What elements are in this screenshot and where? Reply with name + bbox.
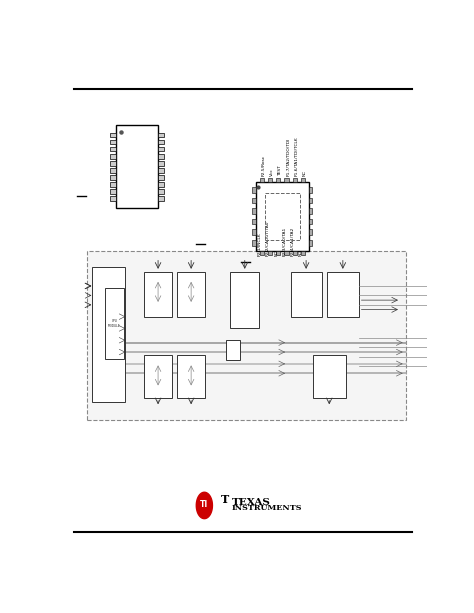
Bar: [276, 251, 281, 255]
Bar: [87, 251, 406, 421]
Text: T: T: [220, 494, 228, 505]
Bar: [158, 168, 164, 173]
Bar: [256, 182, 309, 251]
Text: CPU
MODULE: CPU MODULE: [108, 319, 121, 328]
Bar: [313, 356, 346, 398]
Bar: [158, 140, 164, 144]
Text: INSTRUMENTS: INSTRUMENTS: [232, 504, 302, 512]
Text: P2.4/CA1/TA2: P2.4/CA1/TA2: [291, 227, 295, 256]
Bar: [158, 182, 164, 187]
Bar: [110, 161, 116, 166]
Bar: [110, 168, 116, 173]
Polygon shape: [196, 492, 212, 519]
Bar: [292, 178, 297, 182]
Bar: [110, 182, 116, 187]
Bar: [253, 229, 256, 235]
Bar: [158, 189, 164, 194]
Bar: [144, 272, 173, 317]
Bar: [158, 196, 164, 201]
Bar: [158, 147, 164, 151]
Bar: [284, 251, 289, 255]
Text: NC: NC: [274, 250, 278, 256]
Bar: [309, 187, 312, 192]
Bar: [144, 356, 173, 398]
Bar: [253, 219, 256, 224]
Bar: [309, 208, 312, 214]
Text: Vcc: Vcc: [270, 169, 274, 177]
Bar: [309, 219, 312, 224]
Bar: [91, 267, 125, 402]
Bar: [309, 229, 312, 235]
Bar: [105, 288, 124, 359]
Bar: [253, 208, 256, 214]
Bar: [328, 272, 359, 317]
Bar: [253, 187, 256, 192]
Bar: [110, 175, 116, 180]
Bar: [265, 192, 300, 240]
Bar: [110, 189, 116, 194]
Text: NC: NC: [299, 250, 303, 256]
Text: NC: NC: [303, 170, 307, 177]
Bar: [110, 132, 116, 137]
Bar: [253, 240, 256, 246]
Bar: [230, 272, 259, 329]
Bar: [227, 340, 240, 360]
Bar: [309, 240, 312, 246]
Text: TEXAS: TEXAS: [232, 498, 271, 507]
Text: P2.1/INCLK: P2.1/INCLK: [258, 232, 262, 256]
Text: P2.3/CA0/TA1: P2.3/CA0/TA1: [283, 227, 287, 256]
Bar: [291, 272, 322, 317]
Text: TI: TI: [200, 500, 209, 509]
Bar: [301, 251, 305, 255]
Bar: [158, 132, 164, 137]
Text: TEST: TEST: [278, 166, 283, 177]
Bar: [110, 154, 116, 159]
Text: P1.6/TA1/TDI/TCLK: P1.6/TA1/TDI/TCLK: [295, 137, 299, 177]
Bar: [158, 161, 164, 166]
Bar: [177, 272, 205, 317]
Bar: [268, 251, 272, 255]
Bar: [177, 356, 205, 398]
Text: P2.2/CAOUT/TA0: P2.2/CAOUT/TA0: [266, 221, 270, 256]
Bar: [292, 251, 297, 255]
Bar: [276, 178, 281, 182]
Bar: [253, 197, 256, 204]
Bar: [301, 178, 305, 182]
Bar: [110, 147, 116, 151]
Bar: [116, 126, 158, 208]
Bar: [309, 197, 312, 204]
Bar: [158, 154, 164, 159]
Bar: [110, 140, 116, 144]
Text: P2.5/Rosc: P2.5/Rosc: [262, 155, 266, 177]
Bar: [268, 178, 272, 182]
Bar: [110, 196, 116, 201]
Bar: [284, 178, 289, 182]
Bar: [260, 251, 264, 255]
Bar: [260, 178, 264, 182]
Text: P1.7/TA2/TDO/TDI: P1.7/TA2/TDO/TDI: [287, 138, 291, 177]
Bar: [158, 175, 164, 180]
